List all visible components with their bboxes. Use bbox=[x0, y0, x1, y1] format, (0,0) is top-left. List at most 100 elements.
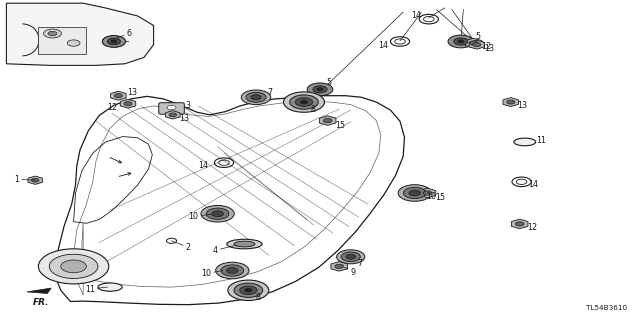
Text: 8: 8 bbox=[256, 293, 261, 302]
Circle shape bbox=[67, 40, 80, 46]
Ellipse shape bbox=[227, 239, 262, 249]
Polygon shape bbox=[465, 38, 482, 48]
Circle shape bbox=[108, 38, 120, 45]
Circle shape bbox=[337, 250, 365, 264]
Text: 2: 2 bbox=[172, 241, 191, 252]
Ellipse shape bbox=[98, 283, 122, 291]
Text: 12: 12 bbox=[481, 42, 492, 51]
Polygon shape bbox=[166, 111, 180, 119]
Circle shape bbox=[313, 86, 327, 93]
Circle shape bbox=[216, 262, 249, 279]
Circle shape bbox=[111, 40, 116, 43]
Circle shape bbox=[458, 40, 464, 43]
Text: 3: 3 bbox=[186, 101, 191, 110]
Circle shape bbox=[31, 178, 39, 182]
Circle shape bbox=[335, 264, 344, 269]
Text: 10: 10 bbox=[188, 212, 211, 221]
Text: 13: 13 bbox=[179, 114, 189, 122]
Circle shape bbox=[48, 31, 57, 36]
Text: 12: 12 bbox=[527, 223, 538, 232]
Circle shape bbox=[201, 205, 234, 222]
Polygon shape bbox=[6, 3, 154, 65]
Circle shape bbox=[49, 254, 98, 278]
Text: 6: 6 bbox=[114, 29, 132, 39]
Circle shape bbox=[240, 286, 257, 294]
Circle shape bbox=[423, 191, 432, 195]
Circle shape bbox=[307, 83, 333, 96]
Text: 13: 13 bbox=[484, 44, 494, 53]
Text: 15: 15 bbox=[335, 121, 346, 130]
Circle shape bbox=[469, 41, 478, 45]
Circle shape bbox=[251, 95, 261, 100]
Circle shape bbox=[284, 92, 324, 112]
Circle shape bbox=[409, 190, 420, 196]
Polygon shape bbox=[331, 262, 348, 271]
Text: 11: 11 bbox=[536, 137, 547, 145]
Circle shape bbox=[403, 187, 426, 199]
Circle shape bbox=[454, 38, 468, 45]
Circle shape bbox=[317, 88, 323, 91]
Circle shape bbox=[221, 265, 244, 276]
Text: 1: 1 bbox=[14, 175, 35, 184]
Text: TL54B3610: TL54B3610 bbox=[586, 305, 627, 311]
FancyBboxPatch shape bbox=[38, 27, 86, 54]
Circle shape bbox=[212, 211, 223, 217]
Text: 5: 5 bbox=[326, 78, 332, 87]
Circle shape bbox=[108, 38, 120, 45]
Text: 8: 8 bbox=[310, 105, 316, 114]
Polygon shape bbox=[503, 98, 518, 107]
Polygon shape bbox=[511, 219, 528, 229]
Polygon shape bbox=[469, 40, 484, 49]
Circle shape bbox=[300, 100, 308, 104]
Circle shape bbox=[228, 280, 269, 300]
Circle shape bbox=[398, 185, 431, 201]
Text: 14: 14 bbox=[529, 180, 539, 189]
Circle shape bbox=[102, 36, 125, 47]
Ellipse shape bbox=[234, 241, 255, 247]
Polygon shape bbox=[111, 91, 126, 100]
Text: 10: 10 bbox=[201, 269, 223, 278]
Circle shape bbox=[227, 268, 238, 273]
Text: 14: 14 bbox=[411, 11, 421, 20]
Circle shape bbox=[38, 249, 109, 284]
Text: 13: 13 bbox=[517, 101, 527, 110]
Circle shape bbox=[244, 288, 252, 292]
Circle shape bbox=[44, 29, 61, 38]
Text: 4: 4 bbox=[212, 245, 237, 255]
Text: 5: 5 bbox=[475, 32, 480, 41]
Polygon shape bbox=[419, 188, 436, 198]
Circle shape bbox=[448, 35, 474, 48]
Circle shape bbox=[124, 102, 132, 106]
Circle shape bbox=[169, 113, 177, 117]
Circle shape bbox=[290, 95, 318, 109]
Circle shape bbox=[341, 252, 360, 262]
Circle shape bbox=[246, 92, 266, 102]
FancyBboxPatch shape bbox=[159, 103, 184, 114]
Circle shape bbox=[102, 36, 125, 47]
Text: 14: 14 bbox=[198, 161, 208, 170]
Text: 13: 13 bbox=[127, 88, 137, 97]
Circle shape bbox=[323, 118, 332, 123]
Text: 7: 7 bbox=[357, 259, 362, 268]
Circle shape bbox=[234, 283, 262, 297]
Text: 11: 11 bbox=[84, 285, 108, 293]
Text: 7: 7 bbox=[268, 88, 273, 97]
Text: 12: 12 bbox=[107, 103, 117, 112]
Circle shape bbox=[166, 238, 177, 243]
Polygon shape bbox=[319, 116, 336, 125]
Circle shape bbox=[61, 260, 86, 273]
Polygon shape bbox=[28, 176, 42, 184]
Text: 14: 14 bbox=[378, 41, 388, 50]
Circle shape bbox=[515, 222, 524, 226]
Circle shape bbox=[473, 43, 481, 47]
Text: 10: 10 bbox=[426, 192, 436, 201]
Circle shape bbox=[115, 94, 122, 98]
Text: FR.: FR. bbox=[33, 298, 49, 307]
Ellipse shape bbox=[514, 138, 536, 146]
Circle shape bbox=[507, 100, 515, 104]
Polygon shape bbox=[120, 99, 136, 108]
Text: 9: 9 bbox=[344, 267, 356, 277]
Circle shape bbox=[167, 105, 176, 110]
Circle shape bbox=[241, 90, 271, 105]
Circle shape bbox=[296, 98, 312, 106]
